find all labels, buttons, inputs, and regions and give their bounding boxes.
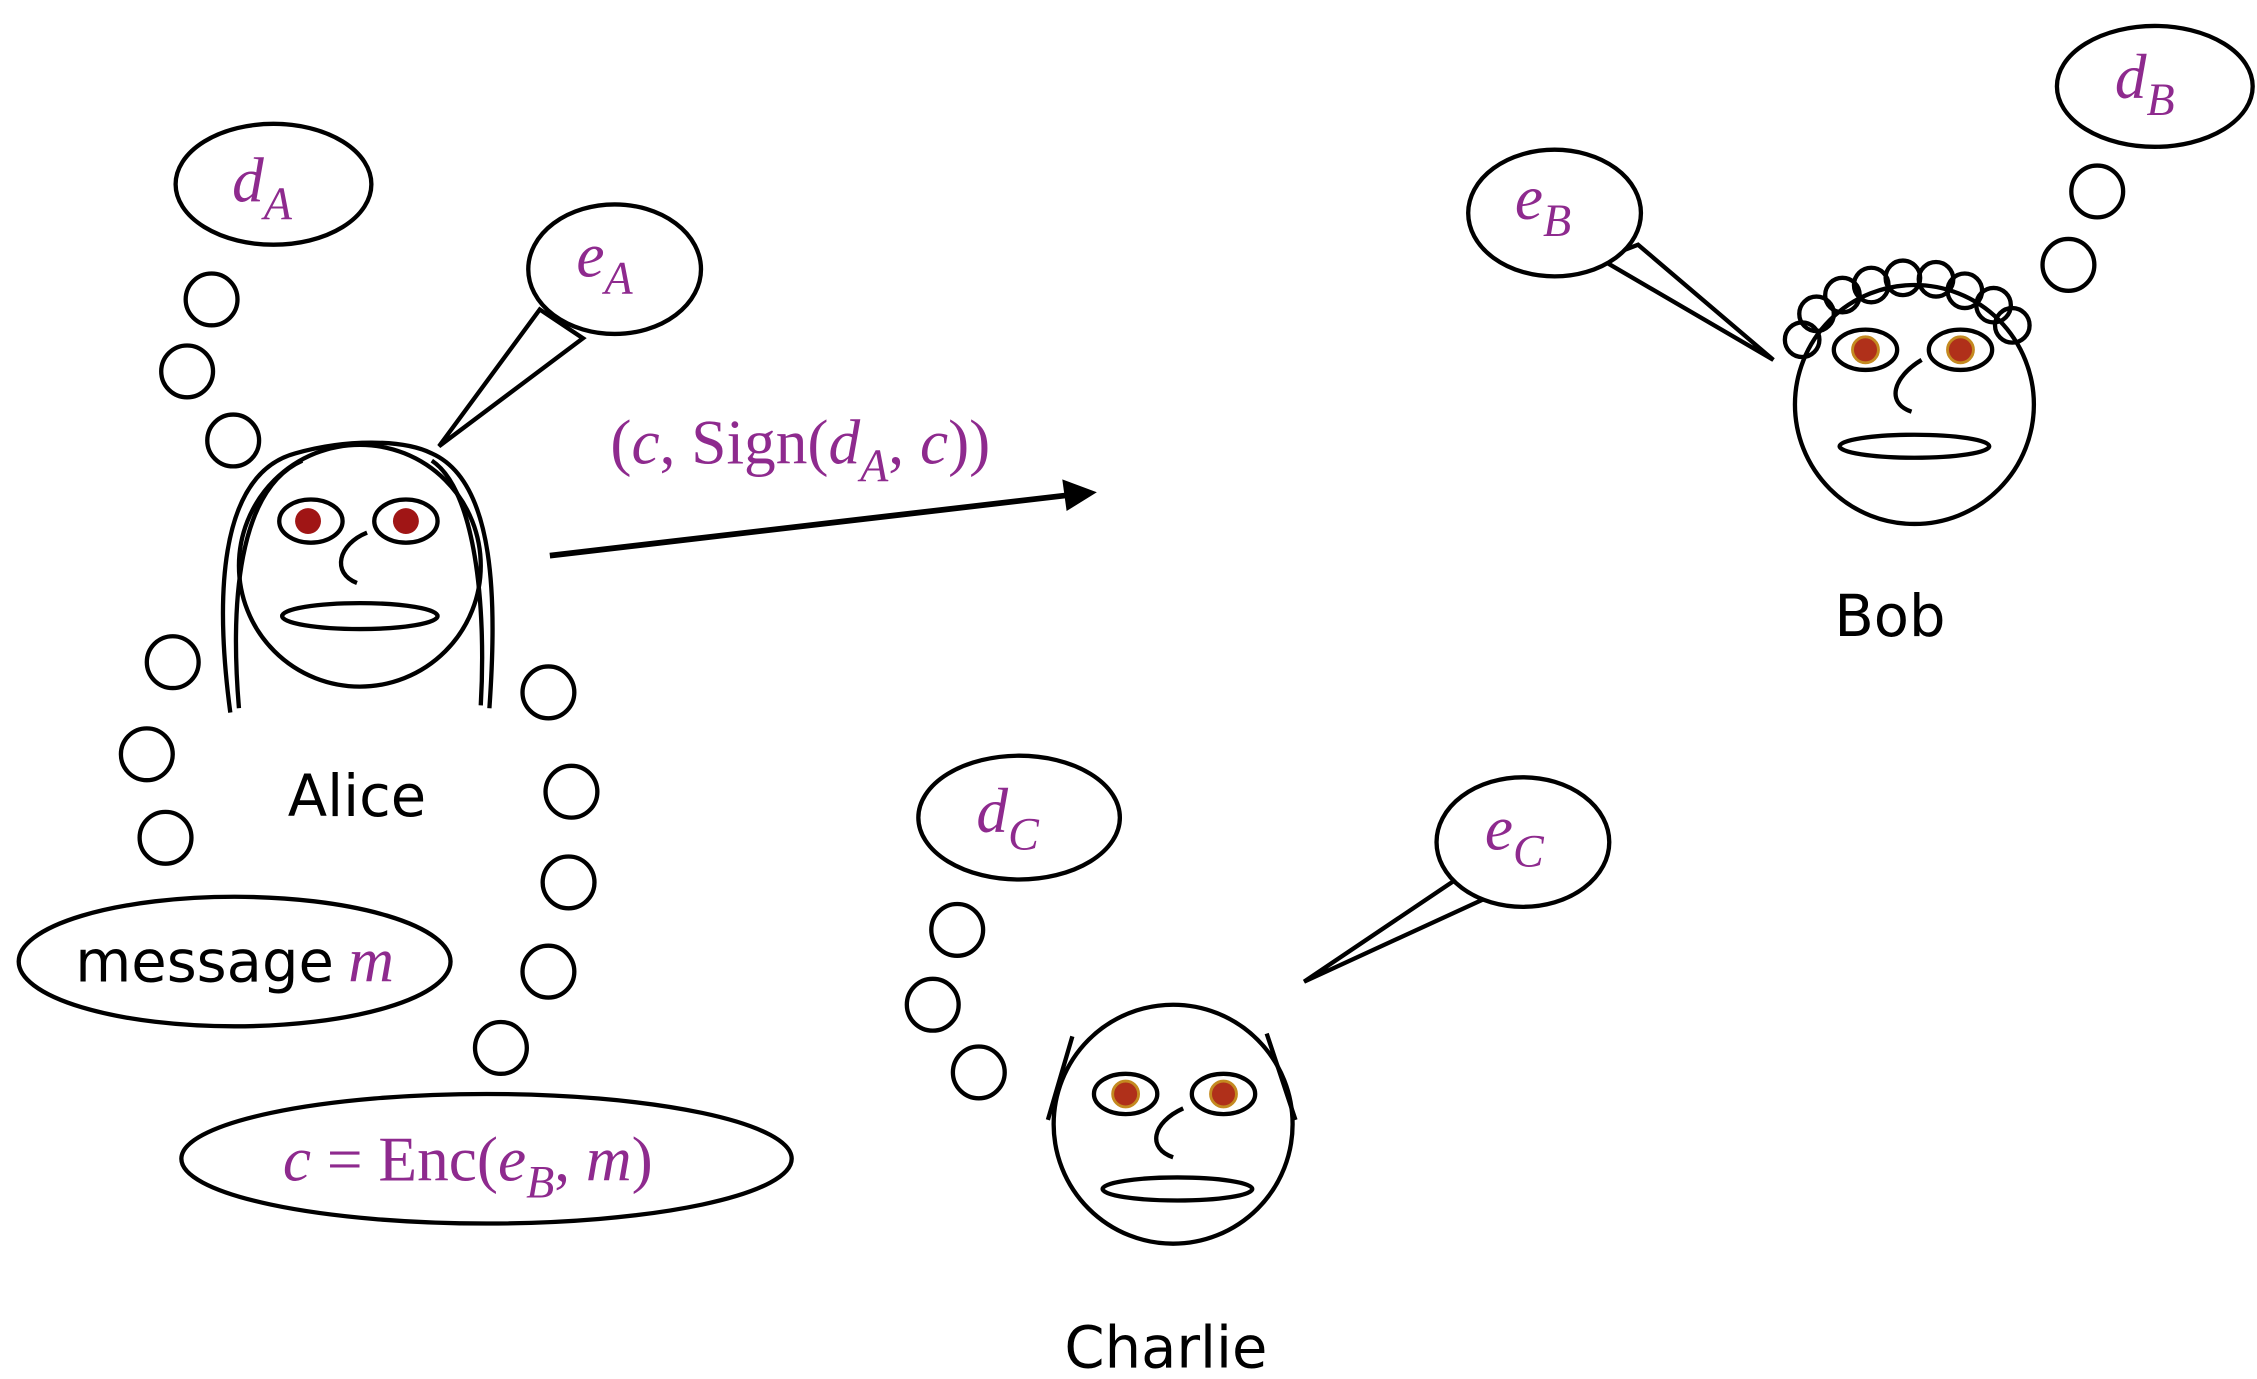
mouth (1103, 1177, 1253, 1200)
speech-tail (1601, 245, 1774, 360)
signed-message: (c, Sign(dA, c)) (610, 408, 990, 491)
text-part: B (1543, 195, 1571, 246)
text-part: d (232, 146, 264, 216)
text-part: m (586, 1124, 632, 1194)
thought-dot (147, 636, 199, 688)
person-name: Bob (1834, 583, 1945, 650)
diagram: dA eA Alice messagem c = Enc(eB, m) (c, … (0, 0, 2257, 1379)
bob: dB eB Bob (1468, 26, 2252, 650)
thought-dot (161, 345, 213, 397)
text-part: c (920, 408, 948, 478)
text-part: c (631, 408, 659, 478)
charlie: dC eC Charlie (907, 756, 1609, 1379)
thought-dot (907, 979, 959, 1031)
thought-dot (207, 415, 259, 467)
thought-dot (546, 766, 598, 818)
arrow (550, 495, 1068, 555)
pupil (295, 508, 321, 534)
text-part: B (2146, 74, 2174, 125)
speech-tail (439, 309, 583, 446)
text-part: A (261, 178, 293, 229)
text-part: e (1485, 793, 1513, 863)
text-part: C (1513, 826, 1545, 877)
text-part: = Enc( (311, 1124, 498, 1194)
text-part: e (576, 220, 604, 290)
thought-dot (140, 812, 192, 864)
thought-dot (543, 856, 595, 908)
person-name: Alice (288, 763, 426, 830)
speech-tail (1304, 881, 1482, 982)
pupil (1211, 1081, 1237, 1107)
thought-dot (121, 728, 173, 780)
face (1054, 1005, 1293, 1244)
text-part: B (526, 1157, 554, 1208)
thought-dot (523, 946, 575, 998)
text-part: A (857, 440, 889, 491)
text-part: c (283, 1124, 311, 1194)
pupil (1853, 337, 1879, 363)
pupil (393, 508, 419, 534)
mouth (1840, 435, 1990, 458)
thought-dot (523, 666, 575, 718)
text-part: ( (610, 408, 631, 478)
thought-dot (2071, 166, 2123, 218)
person-name: Charlie (1064, 1314, 1267, 1379)
text-part: m (348, 926, 394, 996)
thought-dot (953, 1046, 1005, 1098)
text-part: )) (948, 408, 990, 478)
thought-dot (475, 1022, 527, 1074)
text-part: , (888, 408, 920, 478)
text-part: d (976, 776, 1008, 846)
text-part: d (2115, 42, 2147, 112)
text-part: , Sign( (660, 408, 829, 478)
pupil (1948, 337, 1974, 363)
text-part: message (75, 929, 334, 996)
thought-dot (186, 274, 238, 326)
text-part: A (602, 253, 634, 304)
text-part: d (828, 408, 860, 478)
mouth (282, 603, 437, 629)
text-part: ) (632, 1124, 653, 1194)
arrow-head (1062, 479, 1097, 511)
text-part: C (1008, 808, 1040, 859)
text-part: e (498, 1124, 526, 1194)
text-part: , (554, 1124, 586, 1194)
text-part: e (1515, 163, 1543, 233)
thought-dot (931, 904, 983, 956)
thought-dot (2043, 239, 2095, 291)
pupil (1113, 1081, 1139, 1107)
